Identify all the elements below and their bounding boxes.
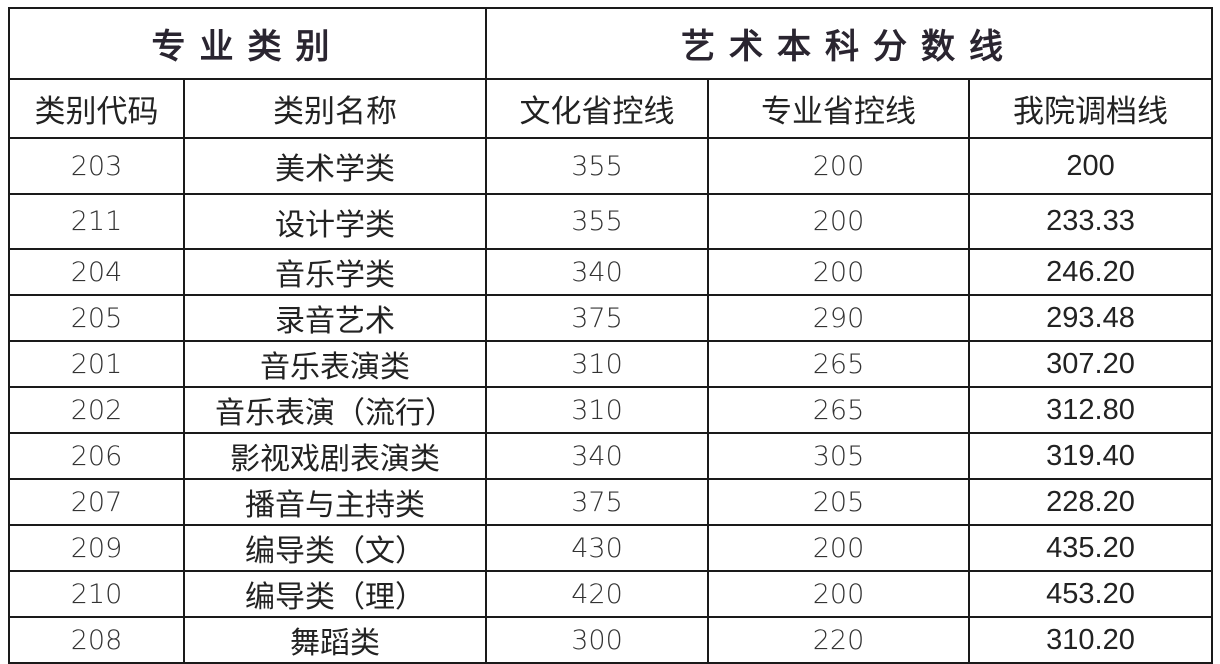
table-row: 203 美术学类 355 200 200 [8, 137, 1214, 195]
cell-major-line: 305 [707, 432, 970, 480]
cell-culture-line: 310 [485, 386, 709, 434]
table-row: 201 音乐表演类 310 265 307.20 [8, 340, 1214, 388]
cell-major-line: 200 [707, 137, 970, 195]
table-row: 208 舞蹈类 300 220 310.20 [8, 616, 1214, 664]
cell-culture-line: 340 [485, 432, 709, 480]
cell-code: 211 [8, 193, 185, 250]
column-header-culture-line: 文化省控线 [485, 78, 709, 139]
column-header-row: 类别代码 类别名称 文化省控线 专业省控线 我院调档线 [8, 78, 1214, 139]
cell-adjust-line: 293.48 [967, 294, 1214, 342]
cell-adjust-line: 435.20 [967, 524, 1214, 572]
cell-culture-line: 355 [485, 193, 709, 250]
cell-major-line: 220 [707, 616, 970, 664]
cell-culture-line: 430 [485, 524, 709, 572]
cell-code: 209 [8, 524, 185, 572]
cell-code: 205 [8, 294, 185, 342]
cell-adjust-line: 453.20 [967, 570, 1214, 618]
table-row: 210 编导类（理） 420 200 453.20 [8, 570, 1214, 618]
cell-code: 201 [8, 340, 185, 388]
cell-major-line: 200 [707, 570, 970, 618]
column-header-code: 类别代码 [8, 78, 185, 139]
cell-culture-line: 375 [485, 294, 709, 342]
group-header-row: 专业类别 艺术本科分数线 [8, 7, 1214, 80]
cell-major-line: 200 [707, 524, 970, 572]
cell-name: 美术学类 [183, 137, 487, 195]
cell-name: 设计学类 [183, 193, 487, 250]
group-header-score-lines: 艺术本科分数线 [484, 7, 1214, 80]
cell-culture-line: 300 [485, 616, 709, 664]
table-row: 205 录音艺术 375 290 293.48 [8, 294, 1214, 342]
table-row: 204 音乐学类 340 200 246.20 [8, 248, 1214, 296]
cell-culture-line: 310 [485, 340, 709, 388]
cell-culture-line: 340 [485, 248, 709, 296]
cell-major-line: 290 [707, 294, 970, 342]
cell-culture-line: 420 [485, 570, 709, 618]
cell-name: 音乐学类 [183, 248, 487, 296]
table-row: 202 音乐表演（流行） 310 265 312.80 [8, 386, 1214, 434]
cell-major-line: 200 [707, 193, 970, 250]
cell-name: 编导类（文） [183, 524, 487, 572]
cell-adjust-line: 319.40 [967, 432, 1214, 480]
cell-major-line: 265 [707, 340, 970, 388]
cell-code: 203 [8, 137, 185, 195]
cell-name: 音乐表演（流行） [183, 386, 487, 434]
art-admission-score-table: 专业类别 艺术本科分数线 类别代码 类别名称 文化省控线 专业省控线 我院调档线… [8, 7, 1214, 664]
column-header-adjust-line: 我院调档线 [967, 78, 1214, 139]
cell-name: 音乐表演类 [183, 340, 487, 388]
cell-major-line: 265 [707, 386, 970, 434]
cell-name: 录音艺术 [183, 294, 487, 342]
cell-name: 舞蹈类 [183, 616, 487, 664]
cell-name: 编导类（理） [183, 570, 487, 618]
cell-culture-line: 355 [485, 137, 709, 195]
cell-code: 207 [8, 478, 185, 526]
cell-name: 影视戏剧表演类 [183, 432, 487, 480]
cell-adjust-line: 200 [967, 137, 1214, 195]
table-row: 206 影视戏剧表演类 340 305 319.40 [8, 432, 1214, 480]
cell-code: 210 [8, 570, 185, 618]
cell-major-line: 205 [707, 478, 970, 526]
cell-code: 202 [8, 386, 185, 434]
cell-major-line: 200 [707, 248, 970, 296]
group-header-major-category: 专业类别 [8, 7, 487, 80]
cell-name: 播音与主持类 [183, 478, 487, 526]
cell-code: 204 [8, 248, 185, 296]
table-row: 211 设计学类 355 200 233.33 [8, 193, 1214, 250]
cell-code: 208 [8, 616, 185, 664]
cell-adjust-line: 312.80 [967, 386, 1214, 434]
cell-code: 206 [8, 432, 185, 480]
cell-adjust-line: 233.33 [967, 193, 1214, 250]
column-header-major-line: 专业省控线 [707, 78, 970, 139]
column-header-name: 类别名称 [183, 78, 487, 139]
table-row: 207 播音与主持类 375 205 228.20 [8, 478, 1214, 526]
cell-culture-line: 375 [485, 478, 709, 526]
cell-adjust-line: 246.20 [967, 248, 1214, 296]
cell-adjust-line: 228.20 [967, 478, 1214, 526]
cell-adjust-line: 310.20 [967, 616, 1214, 664]
table-row: 209 编导类（文） 430 200 435.20 [8, 524, 1214, 572]
cell-adjust-line: 307.20 [967, 340, 1214, 388]
